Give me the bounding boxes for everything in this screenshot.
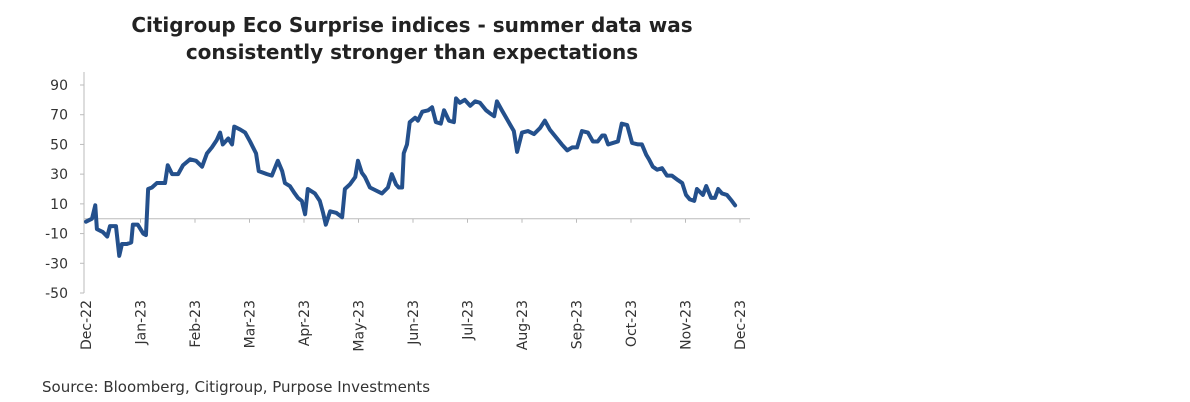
x-tick-label: Oct-23: [624, 300, 640, 347]
x-tick-label: Mar-23: [243, 300, 259, 348]
x-tick-label: Apr-23: [297, 300, 313, 346]
x-tick-label: Sep-23: [570, 300, 586, 349]
series-line: [84, 96, 738, 258]
x-tick-label: May-23: [352, 300, 368, 352]
x-tick-label: Nov-23: [679, 300, 695, 350]
x-tick-label: Jan-23: [134, 300, 150, 345]
chart-title: consistently stronger than expectations: [186, 40, 638, 64]
x-tick-label: Dec-22: [79, 300, 95, 350]
chart-title: Citigroup Eco Surprise indices - summer …: [131, 13, 692, 37]
y-tick-label: 10: [50, 197, 68, 213]
x-tick-label: Jun-23: [406, 300, 422, 346]
y-tick-label: -30: [45, 256, 68, 272]
x-tick-label: Feb-23: [188, 300, 204, 348]
y-tick-label: 30: [50, 167, 68, 183]
x-tick-label: Dec-23: [733, 300, 749, 350]
y-tick-label: 90: [50, 78, 68, 94]
y-tick-label: -10: [45, 227, 68, 243]
y-tick-label: 50: [50, 137, 68, 153]
x-tick-label: Aug-23: [515, 300, 531, 350]
source: Source: Bloomberg, Citigroup, Purpose In…: [42, 378, 430, 396]
y-tick-label: 70: [50, 108, 68, 124]
x-tick-label: Jul-23: [461, 300, 477, 341]
y-tick-label: -50: [45, 286, 68, 302]
